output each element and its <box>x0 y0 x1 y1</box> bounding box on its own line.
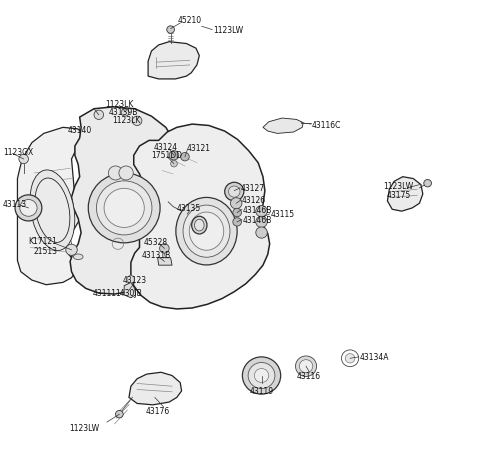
Circle shape <box>228 186 240 197</box>
Circle shape <box>116 410 123 418</box>
Text: 43140: 43140 <box>68 126 92 134</box>
Circle shape <box>300 360 313 373</box>
Circle shape <box>104 188 144 227</box>
Circle shape <box>256 205 267 217</box>
Circle shape <box>424 179 432 187</box>
Circle shape <box>296 356 317 376</box>
Circle shape <box>19 155 28 163</box>
Text: 43131B: 43131B <box>142 251 171 260</box>
Text: 43115: 43115 <box>271 210 295 219</box>
Circle shape <box>256 227 267 238</box>
Circle shape <box>256 216 267 227</box>
Text: 43126: 43126 <box>242 197 266 205</box>
Text: 1123LK: 1123LK <box>112 116 140 125</box>
Text: 43124: 43124 <box>154 143 178 152</box>
Text: 43116: 43116 <box>297 372 321 381</box>
Ellipse shape <box>35 178 70 242</box>
Circle shape <box>254 368 269 382</box>
Text: 43139B: 43139B <box>108 108 138 117</box>
Text: 43123: 43123 <box>123 276 147 284</box>
Text: 1123GX: 1123GX <box>3 148 33 156</box>
Circle shape <box>242 357 281 394</box>
Circle shape <box>159 244 169 253</box>
Text: 43127: 43127 <box>241 184 265 193</box>
Circle shape <box>132 116 142 126</box>
Polygon shape <box>70 107 177 294</box>
Text: 43146B: 43146B <box>243 216 272 225</box>
Circle shape <box>96 181 152 235</box>
Polygon shape <box>263 118 303 134</box>
Text: 45210: 45210 <box>178 16 202 25</box>
Circle shape <box>127 276 135 283</box>
Polygon shape <box>124 283 136 298</box>
Circle shape <box>119 166 133 180</box>
Ellipse shape <box>189 212 224 250</box>
Text: 43135: 43135 <box>177 205 201 213</box>
Text: 43175: 43175 <box>386 191 411 200</box>
Text: K17121: K17121 <box>28 237 57 247</box>
Polygon shape <box>157 258 172 265</box>
Ellipse shape <box>183 205 230 257</box>
Circle shape <box>121 109 129 116</box>
Text: 43111: 43111 <box>93 289 117 297</box>
Circle shape <box>20 199 37 216</box>
Polygon shape <box>387 177 423 211</box>
Polygon shape <box>148 42 199 79</box>
Circle shape <box>15 195 42 221</box>
Circle shape <box>170 160 177 167</box>
Text: 1430JB: 1430JB <box>116 289 142 297</box>
Text: 43121: 43121 <box>186 144 210 153</box>
Circle shape <box>248 362 275 389</box>
Text: 1123LW: 1123LW <box>70 424 99 432</box>
Circle shape <box>169 151 179 160</box>
Text: 1123LK: 1123LK <box>105 99 133 108</box>
Ellipse shape <box>73 254 83 260</box>
Text: 43146B: 43146B <box>243 206 272 215</box>
Text: 1751DD: 1751DD <box>152 151 182 160</box>
Polygon shape <box>129 124 270 309</box>
Text: 43176: 43176 <box>145 407 170 416</box>
Circle shape <box>345 354 355 363</box>
Circle shape <box>94 110 104 120</box>
Text: 1123LW: 1123LW <box>213 26 243 35</box>
Ellipse shape <box>194 219 204 231</box>
Text: 43116C: 43116C <box>312 120 341 129</box>
Text: 43134A: 43134A <box>360 354 389 362</box>
Polygon shape <box>129 372 181 405</box>
Text: 43119: 43119 <box>250 387 274 396</box>
Text: 45328: 45328 <box>144 238 168 248</box>
Circle shape <box>108 166 123 180</box>
Circle shape <box>233 218 241 226</box>
Circle shape <box>66 244 77 255</box>
Ellipse shape <box>192 216 207 234</box>
Circle shape <box>88 173 160 243</box>
Circle shape <box>225 182 244 201</box>
Text: 21513: 21513 <box>33 247 57 256</box>
Ellipse shape <box>30 170 75 250</box>
Circle shape <box>230 198 242 209</box>
Polygon shape <box>17 127 87 285</box>
Circle shape <box>167 26 174 33</box>
Circle shape <box>180 153 189 161</box>
Text: 1123LW: 1123LW <box>384 183 414 191</box>
Text: 43113: 43113 <box>3 200 27 209</box>
Circle shape <box>233 208 241 217</box>
Ellipse shape <box>176 198 237 265</box>
